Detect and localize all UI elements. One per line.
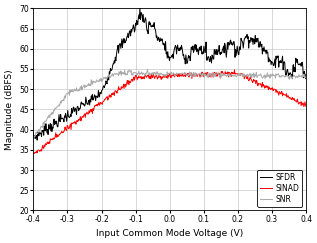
SFDR xyxy=(162,42,166,44)
SFDR xyxy=(31,131,35,134)
SNR xyxy=(179,72,183,75)
SNR xyxy=(194,73,198,76)
SINAD xyxy=(233,68,236,71)
SFDR xyxy=(299,62,302,65)
SINAD xyxy=(163,73,167,76)
SINAD xyxy=(194,72,198,75)
SNR xyxy=(163,73,167,76)
Legend: SFDR, SINAD, SNR: SFDR, SINAD, SNR xyxy=(257,170,302,207)
Line: SINAD: SINAD xyxy=(33,70,306,153)
SINAD xyxy=(33,152,36,155)
SFDR xyxy=(180,46,184,49)
Line: SFDR: SFDR xyxy=(33,8,306,140)
SFDR xyxy=(164,40,167,43)
SFDR xyxy=(195,50,199,53)
SNR xyxy=(298,75,302,78)
X-axis label: Input Common Mode Voltage (V): Input Common Mode Voltage (V) xyxy=(96,229,243,238)
SINAD xyxy=(31,152,35,155)
Line: SNR: SNR xyxy=(33,69,306,138)
SFDR xyxy=(35,139,39,142)
SNR xyxy=(146,68,150,71)
SFDR xyxy=(138,6,142,9)
SNR xyxy=(256,75,259,78)
SINAD xyxy=(256,84,260,87)
SINAD xyxy=(179,75,183,78)
SNR xyxy=(304,74,308,77)
SINAD xyxy=(304,105,308,108)
SINAD xyxy=(299,101,302,104)
SNR xyxy=(162,73,165,76)
SFDR xyxy=(304,73,308,76)
Y-axis label: Magnitude (dBFS): Magnitude (dBFS) xyxy=(5,69,14,150)
SINAD xyxy=(162,76,165,78)
SFDR xyxy=(256,37,260,40)
SNR xyxy=(31,137,35,140)
